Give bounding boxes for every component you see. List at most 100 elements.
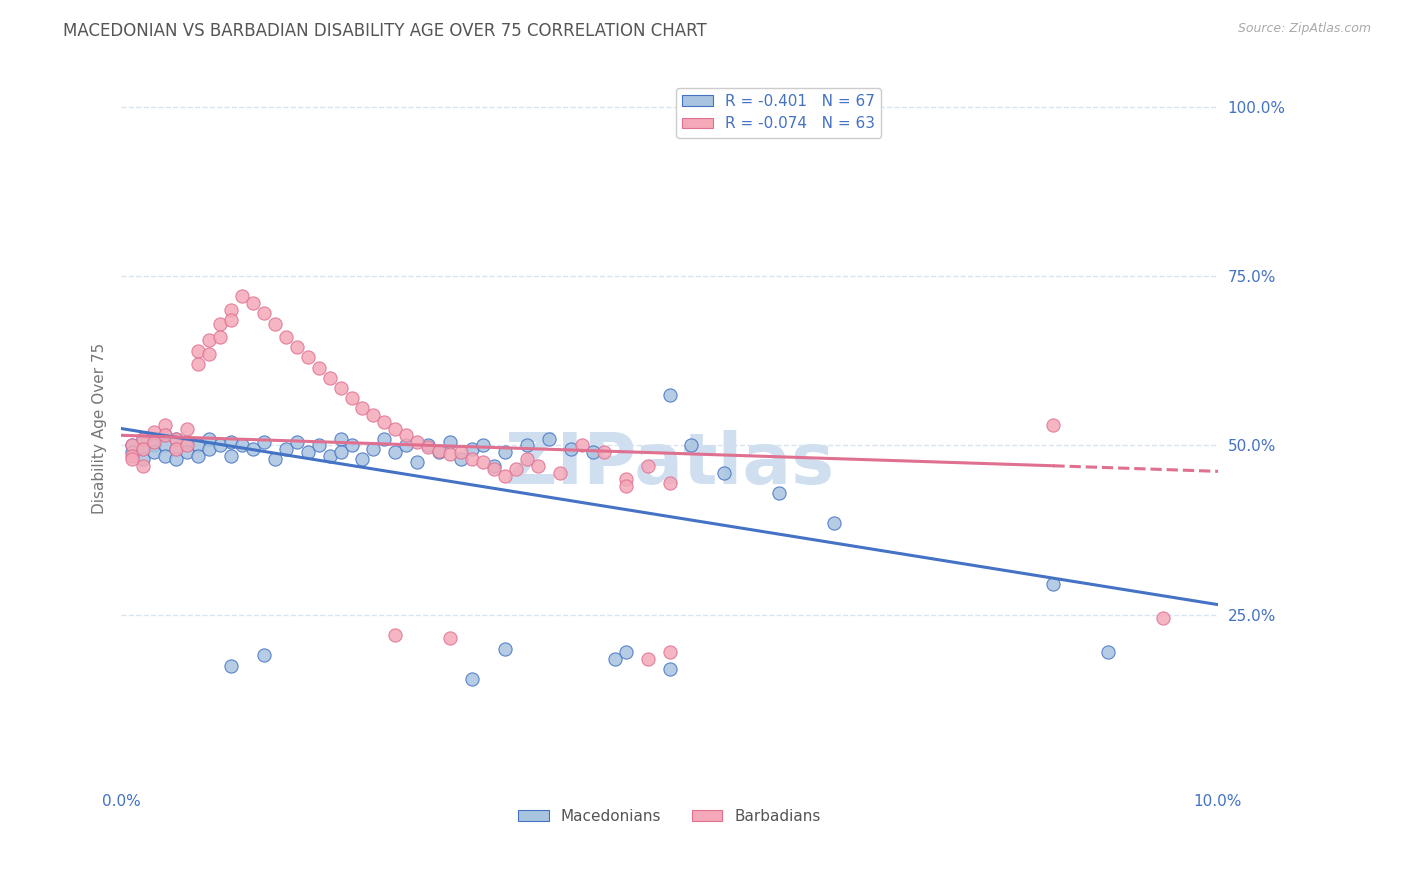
Point <box>461 672 484 686</box>
Point <box>527 458 550 473</box>
Point <box>482 462 505 476</box>
Point <box>713 466 735 480</box>
Point <box>427 443 450 458</box>
Point <box>461 452 484 467</box>
Point <box>187 357 209 371</box>
Point <box>176 435 198 450</box>
Point <box>198 432 221 446</box>
Point <box>823 516 845 531</box>
Point <box>187 343 209 358</box>
Point <box>494 469 516 483</box>
Point <box>121 449 143 463</box>
Point <box>153 428 176 442</box>
Point <box>329 432 352 446</box>
Point <box>352 401 374 416</box>
Point <box>143 425 166 439</box>
Point <box>143 445 166 459</box>
Point <box>297 351 319 365</box>
Point <box>614 479 637 493</box>
Point <box>242 442 264 456</box>
Point <box>176 438 198 452</box>
Point <box>153 449 176 463</box>
Point <box>121 438 143 452</box>
Point <box>427 445 450 459</box>
Point <box>253 648 276 663</box>
Point <box>143 435 166 450</box>
Point <box>198 442 221 456</box>
Point <box>187 449 209 463</box>
Y-axis label: Disability Age Over 75: Disability Age Over 75 <box>93 343 107 514</box>
Point <box>1042 418 1064 433</box>
Point <box>637 458 659 473</box>
Point <box>208 438 231 452</box>
Point <box>658 662 681 676</box>
Point <box>592 445 614 459</box>
Point <box>143 435 166 450</box>
Point <box>418 438 440 452</box>
Point <box>681 438 703 452</box>
Point <box>658 645 681 659</box>
Point <box>505 462 527 476</box>
Point <box>198 334 221 348</box>
Point <box>373 415 395 429</box>
Point <box>363 408 385 422</box>
Point <box>439 446 461 460</box>
Point <box>263 317 285 331</box>
Point <box>658 387 681 401</box>
Point <box>231 438 253 452</box>
Text: Source: ZipAtlas.com: Source: ZipAtlas.com <box>1237 22 1371 36</box>
Point <box>143 438 166 452</box>
Point <box>253 306 276 320</box>
Point <box>614 645 637 659</box>
Point <box>384 445 406 459</box>
Point <box>285 340 308 354</box>
Legend: Macedonians, Barbadians: Macedonians, Barbadians <box>512 803 827 830</box>
Point <box>384 421 406 435</box>
Point <box>439 632 461 646</box>
Point <box>219 303 242 318</box>
Point <box>165 432 187 446</box>
Point <box>219 313 242 327</box>
Point <box>308 360 330 375</box>
Point <box>537 432 560 446</box>
Point <box>373 432 395 446</box>
Point <box>418 440 440 454</box>
Point <box>165 432 187 446</box>
Point <box>153 428 176 442</box>
Point <box>176 421 198 435</box>
Point <box>560 442 582 456</box>
Point <box>219 435 242 450</box>
Point <box>318 370 340 384</box>
Point <box>340 438 363 452</box>
Point <box>768 486 790 500</box>
Point <box>132 432 155 446</box>
Point <box>198 347 221 361</box>
Point <box>165 442 187 456</box>
Text: MACEDONIAN VS BARBADIAN DISABILITY AGE OVER 75 CORRELATION CHART: MACEDONIAN VS BARBADIAN DISABILITY AGE O… <box>63 22 707 40</box>
Point <box>132 442 155 456</box>
Point <box>165 442 187 456</box>
Point <box>516 438 538 452</box>
Point <box>603 652 626 666</box>
Point <box>340 391 363 405</box>
Point <box>153 418 176 433</box>
Point <box>274 442 297 456</box>
Point <box>1152 611 1174 625</box>
Text: ZIPatlas: ZIPatlas <box>505 430 835 499</box>
Point <box>450 445 472 459</box>
Point <box>263 452 285 467</box>
Point <box>439 435 461 450</box>
Point <box>187 438 209 452</box>
Point <box>406 435 429 450</box>
Point <box>582 445 605 459</box>
Point <box>231 289 253 303</box>
Point <box>208 330 231 344</box>
Point <box>614 472 637 486</box>
Point <box>132 432 155 446</box>
Point <box>121 452 143 467</box>
Point <box>1097 645 1119 659</box>
Point <box>121 438 143 452</box>
Point <box>548 466 571 480</box>
Point <box>516 452 538 467</box>
Point <box>406 455 429 469</box>
